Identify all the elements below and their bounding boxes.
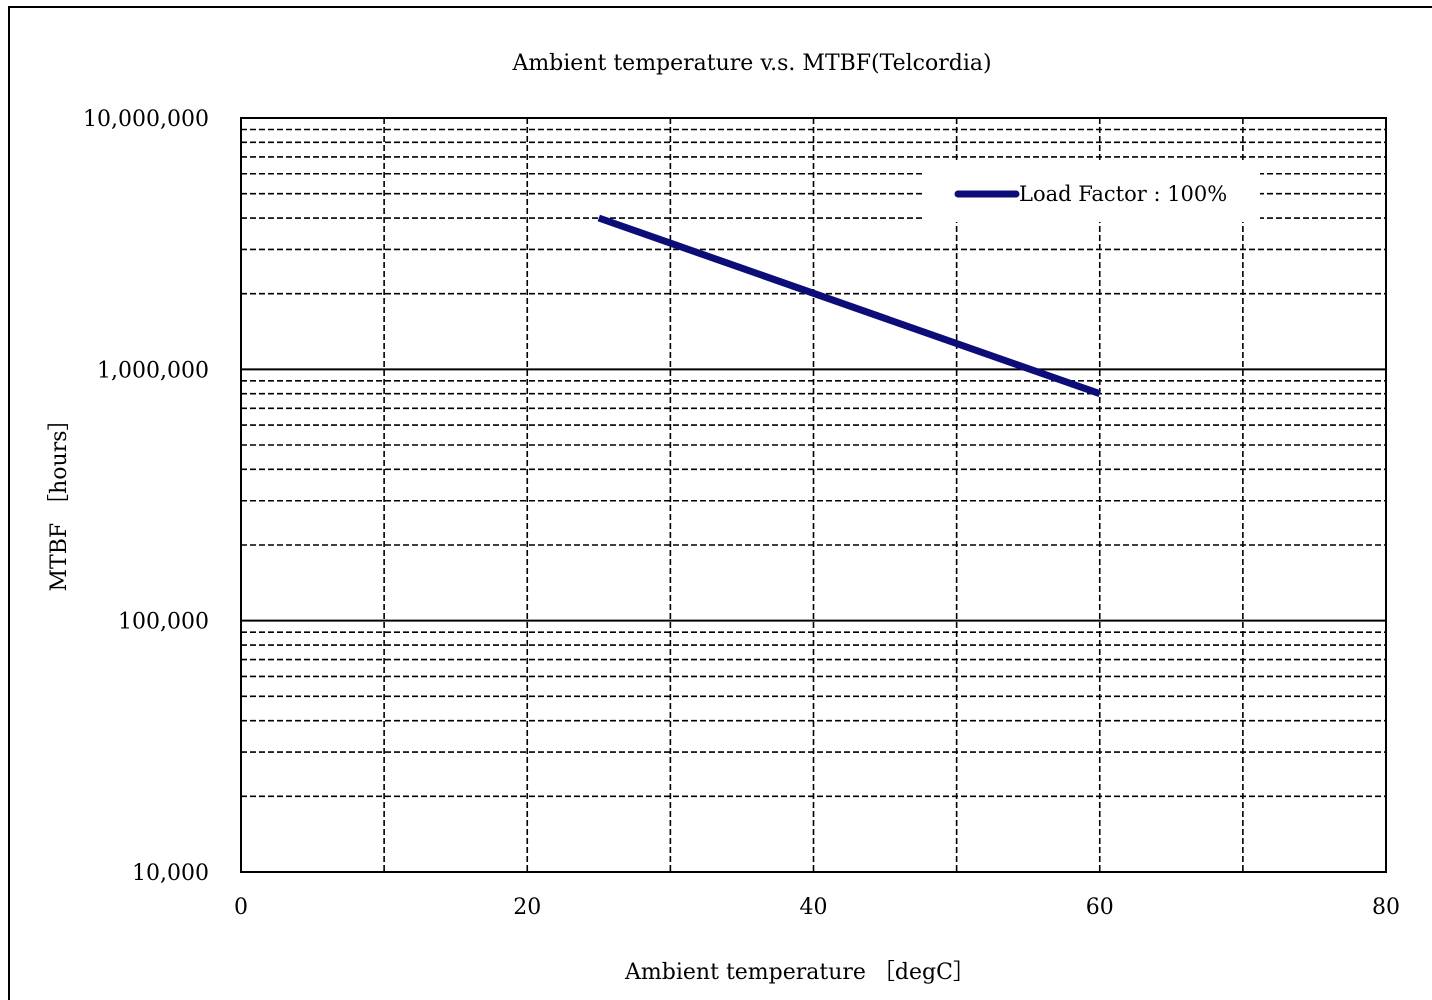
grid	[241, 117, 1386, 873]
legend-label: Load Factor : 100%	[1019, 182, 1227, 206]
series-line-load-factor-100	[597, 214, 1101, 398]
x-tick-label: 0	[234, 895, 248, 920]
y-tick-label: 10,000	[132, 861, 209, 886]
legend: Load Factor : 100%	[924, 162, 1260, 222]
y-axis-label: MTBF ［hours］	[47, 408, 72, 591]
y-tick-label: 100,000	[118, 610, 209, 635]
x-tick-labels: 0 20 40 60 80	[234, 895, 1400, 920]
axes	[240, 117, 1387, 873]
series-layer	[597, 214, 1101, 398]
chart-title: Ambient temperature v.s. MTBF(Telcordia)	[511, 51, 991, 76]
x-tick-label: 40	[800, 895, 828, 920]
x-axis-label: Ambient temperature ［degC］	[624, 960, 975, 985]
x-tick-label: 80	[1372, 895, 1400, 920]
y-tick-label: 10,000,000	[83, 107, 209, 132]
y-tick-labels: 10,000 100,000 1,000,000 10,000,000	[83, 107, 209, 886]
x-tick-label: 20	[513, 895, 541, 920]
x-tick-label: 60	[1086, 895, 1114, 920]
y-tick-label: 1,000,000	[97, 358, 209, 383]
plot-border	[240, 117, 1387, 873]
